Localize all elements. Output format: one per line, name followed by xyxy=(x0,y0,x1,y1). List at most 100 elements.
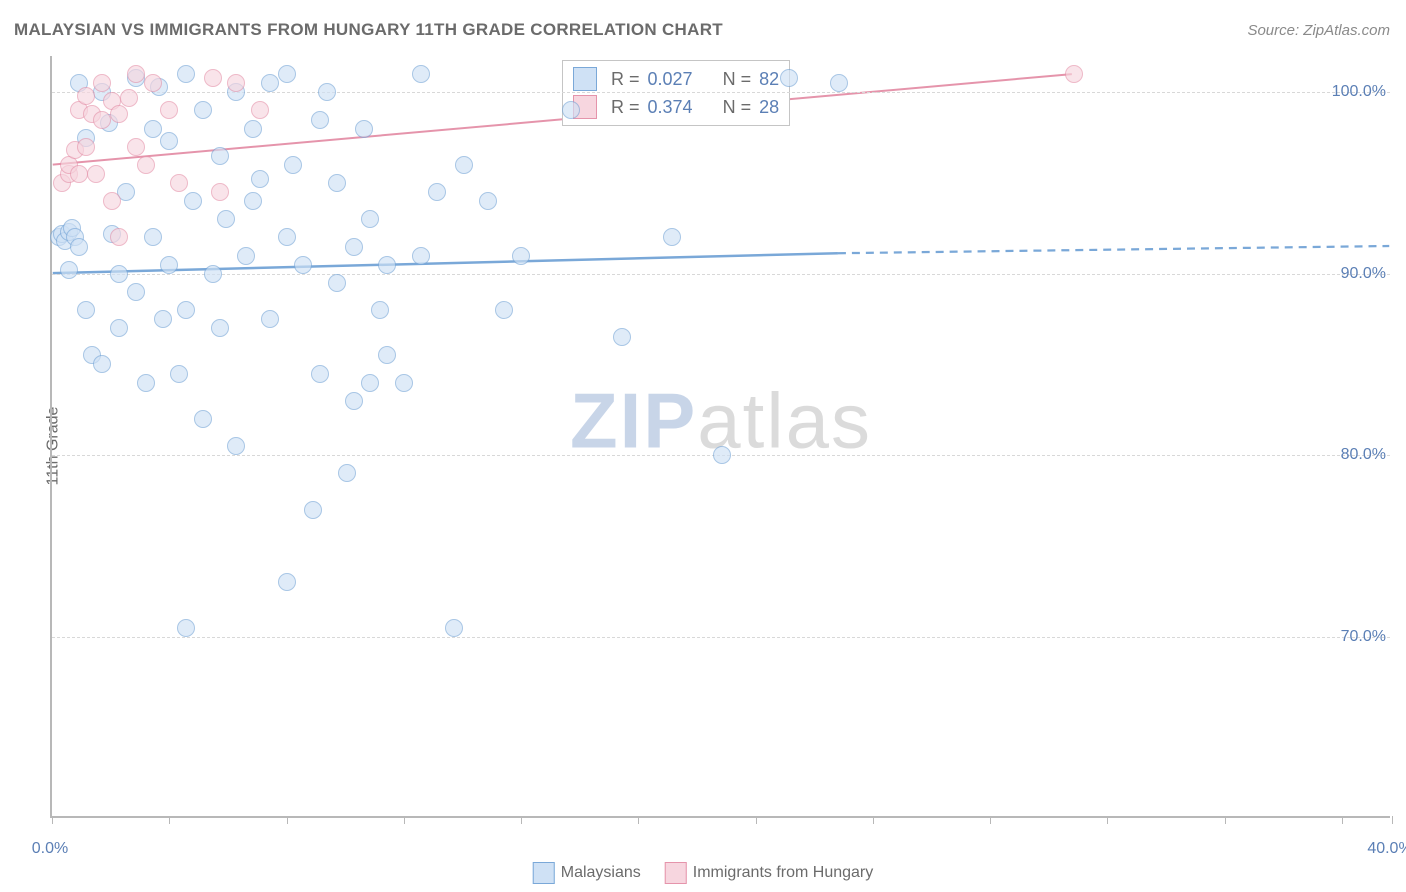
xtick-label: 0.0% xyxy=(32,840,68,858)
data-point xyxy=(217,210,235,228)
data-point xyxy=(361,210,379,228)
legend-swatch xyxy=(533,862,555,884)
stat-n-label: N = xyxy=(723,69,752,90)
data-point xyxy=(93,355,111,373)
data-point xyxy=(318,83,336,101)
data-point xyxy=(177,619,195,637)
data-point xyxy=(211,183,229,201)
data-point xyxy=(261,310,279,328)
data-point xyxy=(328,274,346,292)
data-point xyxy=(713,446,731,464)
data-point xyxy=(455,156,473,174)
trendlines-layer xyxy=(52,56,1390,816)
data-point xyxy=(395,374,413,392)
legend-item: Immigrants from Hungary xyxy=(665,862,874,884)
data-point xyxy=(127,65,145,83)
data-point xyxy=(204,69,222,87)
data-point xyxy=(77,138,95,156)
data-point xyxy=(378,346,396,364)
ytick-label: 80.0% xyxy=(1335,444,1392,466)
watermark-zip: ZIP xyxy=(570,376,697,464)
data-point xyxy=(170,365,188,383)
xtick xyxy=(1392,816,1393,824)
stat-r-label: R = xyxy=(611,97,640,118)
xtick xyxy=(638,816,639,824)
data-point xyxy=(355,120,373,138)
stats-row: R =0.374N =28 xyxy=(573,93,779,121)
data-point xyxy=(110,265,128,283)
data-point xyxy=(371,301,389,319)
data-point xyxy=(144,228,162,246)
data-point xyxy=(780,69,798,87)
trendline-extrapolated xyxy=(838,246,1389,253)
stat-r-value: 0.027 xyxy=(648,69,693,90)
ytick-label: 90.0% xyxy=(1335,263,1392,285)
stat-n-value: 28 xyxy=(759,97,779,118)
data-point xyxy=(428,183,446,201)
ytick-label: 70.0% xyxy=(1335,626,1392,648)
data-point xyxy=(211,147,229,165)
data-point xyxy=(345,238,363,256)
stat-r-value: 0.374 xyxy=(648,97,693,118)
chart-title: MALAYSIAN VS IMMIGRANTS FROM HUNGARY 11T… xyxy=(14,20,723,40)
data-point xyxy=(412,247,430,265)
legend-swatch xyxy=(573,67,597,91)
data-point xyxy=(495,301,513,319)
legend-item: Malaysians xyxy=(533,862,641,884)
legend-swatch xyxy=(665,862,687,884)
xtick xyxy=(404,816,405,824)
stats-row: R = 0.027 N = 82 xyxy=(573,65,779,93)
data-point xyxy=(251,101,269,119)
gridline-h xyxy=(52,92,1390,93)
stat-r-label: R = xyxy=(611,69,640,90)
data-point xyxy=(261,74,279,92)
data-point xyxy=(512,247,530,265)
data-point xyxy=(160,256,178,274)
gridline-h xyxy=(52,274,1390,275)
data-point xyxy=(211,319,229,337)
data-point xyxy=(204,265,222,283)
xtick xyxy=(169,816,170,824)
xtick xyxy=(521,816,522,824)
data-point xyxy=(177,65,195,83)
stat-n-value: 82 xyxy=(759,69,779,90)
xtick xyxy=(52,816,53,824)
data-point xyxy=(127,283,145,301)
data-point xyxy=(70,238,88,256)
data-point xyxy=(613,328,631,346)
xtick xyxy=(756,816,757,824)
data-point xyxy=(77,87,95,105)
xtick xyxy=(1107,816,1108,824)
data-point xyxy=(184,192,202,210)
xtick-label: 40.0% xyxy=(1367,840,1406,858)
data-point xyxy=(194,101,212,119)
source-attribution: Source: ZipAtlas.com xyxy=(1247,22,1390,39)
data-point xyxy=(110,319,128,337)
data-point xyxy=(361,374,379,392)
data-point xyxy=(227,437,245,455)
data-point xyxy=(93,74,111,92)
data-point xyxy=(663,228,681,246)
data-point xyxy=(110,228,128,246)
legend-label: Malaysians xyxy=(561,864,641,881)
data-point xyxy=(60,261,78,279)
data-point xyxy=(304,501,322,519)
data-point xyxy=(378,256,396,274)
data-point xyxy=(278,65,296,83)
data-point xyxy=(170,174,188,192)
data-point xyxy=(328,174,346,192)
data-point xyxy=(77,301,95,319)
data-point xyxy=(278,228,296,246)
data-point xyxy=(110,105,128,123)
data-point xyxy=(1065,65,1083,83)
data-point xyxy=(137,156,155,174)
xtick xyxy=(990,816,991,824)
data-point xyxy=(311,365,329,383)
data-point xyxy=(345,392,363,410)
data-point xyxy=(237,247,255,265)
data-point xyxy=(278,573,296,591)
data-point xyxy=(338,464,356,482)
data-point xyxy=(70,165,88,183)
data-point xyxy=(311,111,329,129)
ytick-label: 100.0% xyxy=(1326,81,1392,103)
